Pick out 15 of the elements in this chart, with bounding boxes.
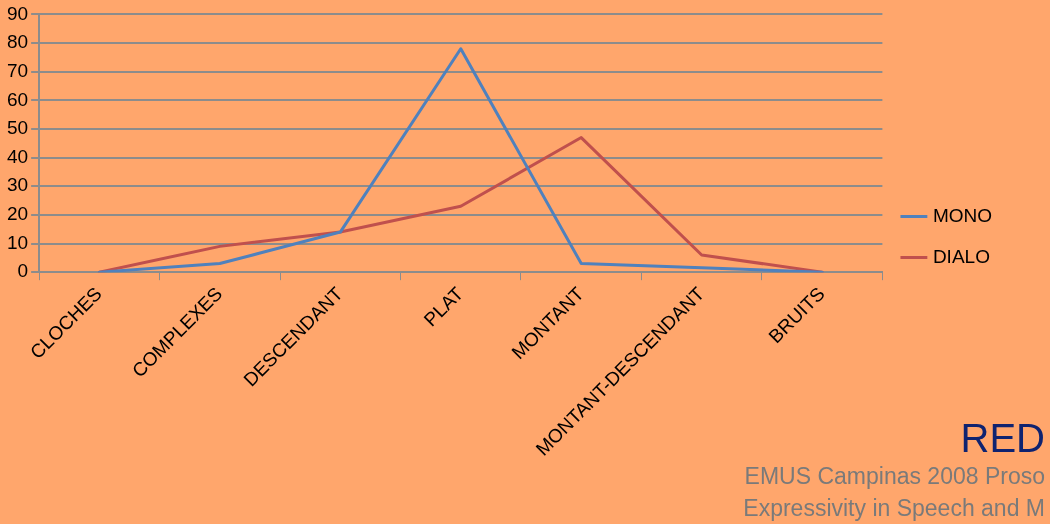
y-tick-label: 80 — [6, 31, 29, 53]
y-tick-label: 20 — [6, 203, 29, 225]
legend-label: DIALO — [932, 245, 990, 267]
legend-label: MONO — [932, 204, 992, 226]
y-tick-label: 10 — [6, 231, 29, 253]
text: Expressivity in Speech and M — [743, 495, 1045, 521]
y-tick-label: 50 — [6, 117, 29, 139]
y-tick-label: 70 — [6, 59, 29, 81]
text: EMUS Campinas 2008 Proso — [744, 463, 1045, 489]
y-tick-label: 60 — [6, 88, 29, 110]
y-tick-label: 90 — [6, 2, 29, 24]
text: RED — [960, 416, 1045, 460]
y-tick-label: 0 — [17, 260, 29, 282]
y-tick-label: 30 — [6, 174, 29, 196]
y-tick-label: 40 — [6, 145, 29, 167]
